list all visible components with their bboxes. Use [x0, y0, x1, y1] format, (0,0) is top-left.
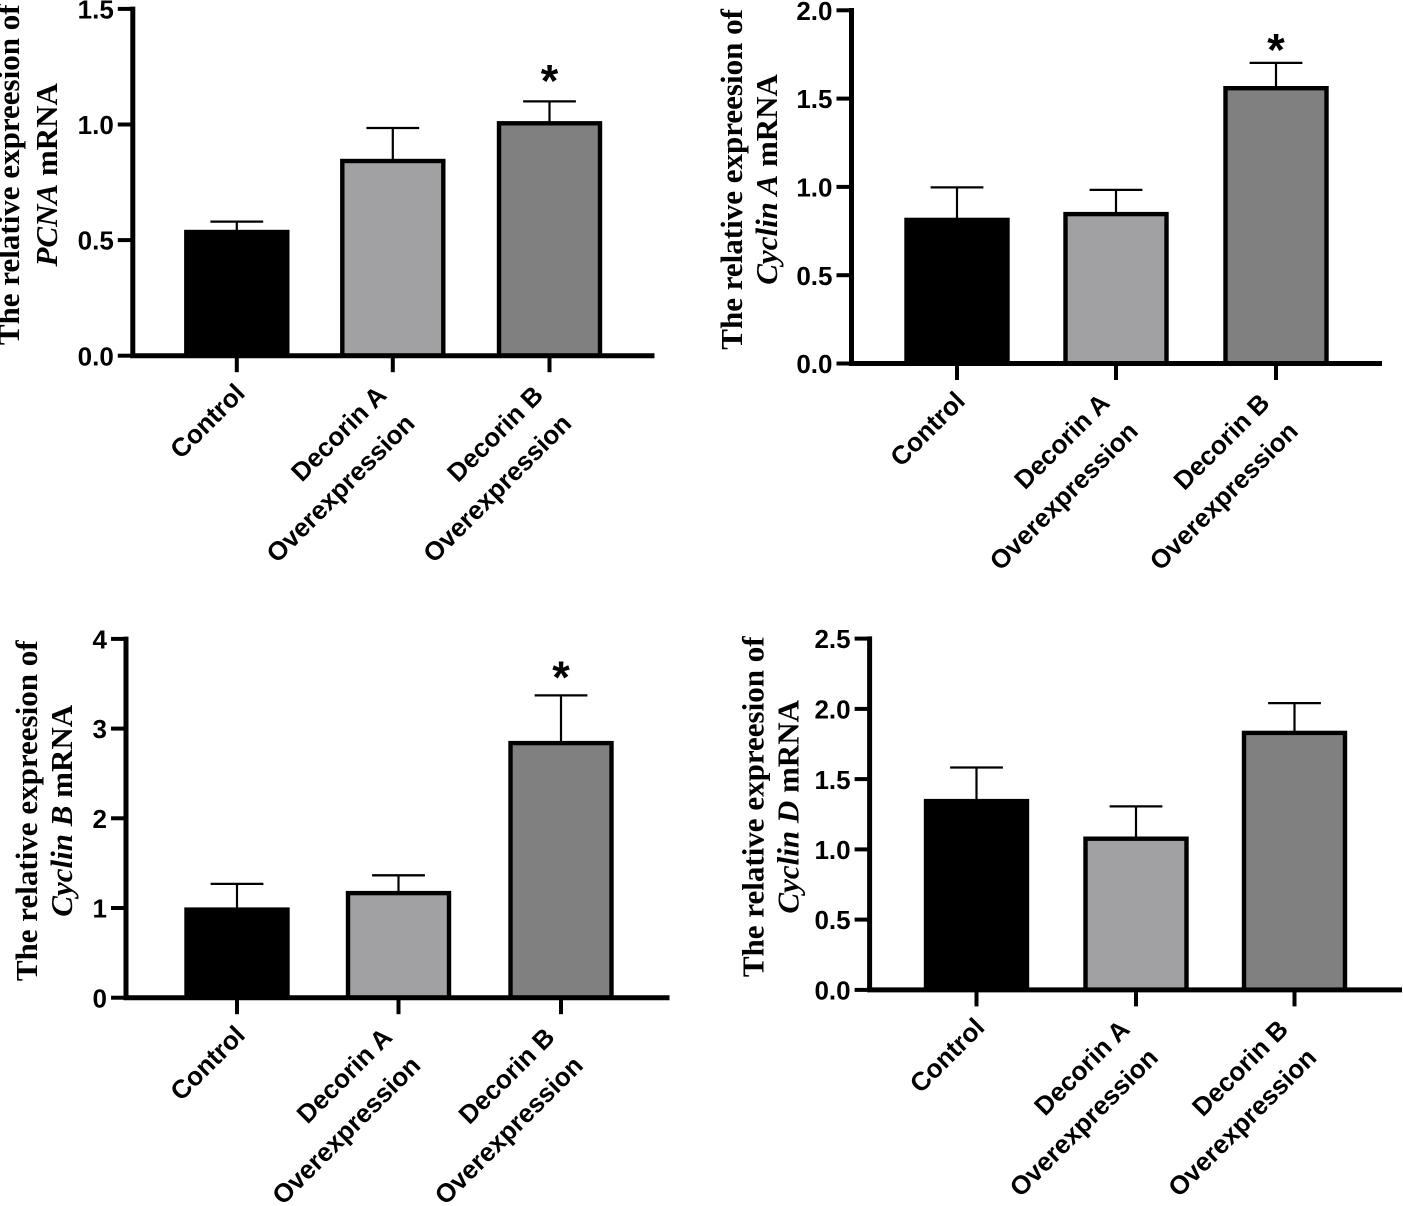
- svg-text:Control: Control: [164, 1020, 251, 1107]
- svg-text:Control: Control: [884, 386, 971, 473]
- svg-text:The relative expreesion of: The relative expreesion of: [714, 8, 749, 349]
- svg-text:The relative expreesion of: The relative expreesion of: [736, 636, 771, 977]
- svg-text:2.0: 2.0: [796, 0, 832, 26]
- svg-text:1.5: 1.5: [78, 0, 114, 25]
- svg-text:The relative expreesion of: The relative expreesion of: [0, 4, 26, 345]
- svg-text:0: 0: [93, 983, 107, 1013]
- svg-text:0.0: 0.0: [796, 349, 832, 379]
- svg-text:1.0: 1.0: [814, 835, 850, 865]
- svg-text:Control: Control: [164, 378, 251, 465]
- svg-text:Cyclin D mRNA: Cyclin D mRNA: [771, 699, 806, 913]
- svg-text:2.0: 2.0: [814, 695, 850, 725]
- svg-text:1.0: 1.0: [796, 173, 832, 203]
- svg-text:*: *: [541, 56, 559, 107]
- svg-text:1: 1: [93, 894, 107, 924]
- svg-text:4: 4: [93, 625, 108, 655]
- svg-text:Control: Control: [904, 1012, 991, 1099]
- svg-text:1.0: 1.0: [78, 110, 114, 140]
- svg-text:1.5: 1.5: [796, 84, 832, 114]
- svg-text:0.5: 0.5: [78, 226, 114, 256]
- svg-text:Cyclin B mRNA: Cyclin B mRNA: [44, 704, 79, 916]
- svg-text:3: 3: [93, 714, 107, 744]
- svg-text:*: *: [552, 652, 570, 703]
- svg-text:0.0: 0.0: [78, 341, 114, 371]
- svg-text:1.5: 1.5: [814, 765, 850, 795]
- svg-text:0.5: 0.5: [814, 905, 850, 935]
- svg-text:Cyclin A mRNA: Cyclin A mRNA: [749, 73, 784, 284]
- svg-text:PCNA mRNA: PCNA mRNA: [29, 82, 64, 267]
- svg-text:0.5: 0.5: [796, 261, 832, 291]
- svg-text:*: *: [1267, 25, 1285, 76]
- svg-text:0.0: 0.0: [814, 976, 850, 1006]
- svg-text:2.5: 2.5: [814, 624, 850, 654]
- svg-text:The relative expreesion of: The relative expreesion of: [9, 640, 44, 981]
- svg-text:2: 2: [93, 804, 107, 834]
